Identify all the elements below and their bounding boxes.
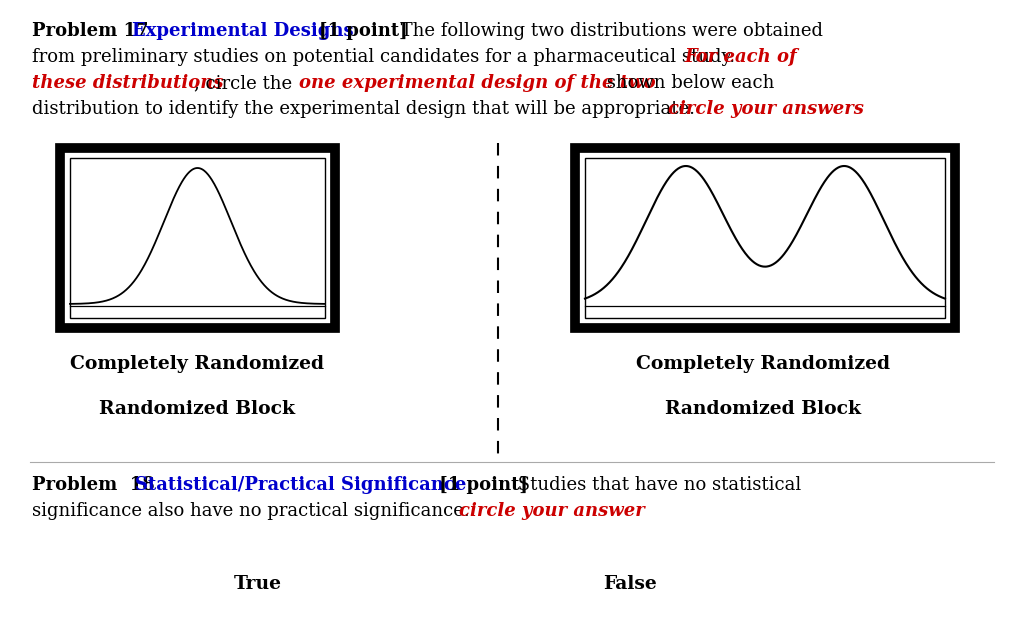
Text: Problem 17: Problem 17 [32,22,155,40]
Text: , circle the: , circle the [194,74,298,92]
Text: circle your answers: circle your answers [668,100,864,118]
Text: [1 point]: [1 point] [433,476,528,494]
Text: shown below each: shown below each [601,74,774,92]
Text: Randomized Block: Randomized Block [665,400,861,418]
Text: Studies that have no statistical: Studies that have no statistical [512,476,801,494]
Text: significance also have no practical significance.: significance also have no practical sign… [32,502,475,520]
Text: these distributions: these distributions [32,74,223,92]
Bar [70,158,325,318]
Text: circle your answer: circle your answer [459,502,645,520]
Text: False: False [603,575,656,593]
Bar [60,148,335,328]
Text: one experimental design of the two: one experimental design of the two [299,74,655,92]
Text: Randomized Block: Randomized Block [99,400,295,418]
Text: True: True [234,575,282,593]
Text: Statistical/Practical Significance: Statistical/Practical Significance [135,476,466,494]
Bar [585,158,945,318]
Text: Completely Randomized: Completely Randomized [70,355,324,373]
Text: distribution to identify the experimental design that will be appropriate.: distribution to identify the experimenta… [32,100,700,118]
Bar [575,148,955,328]
Text: Completely Randomized: Completely Randomized [636,355,890,373]
Text: For each of: For each of [684,48,797,66]
Text: Problem  18: Problem 18 [32,476,161,494]
Text: from preliminary studies on potential candidates for a pharmaceutical study.: from preliminary studies on potential ca… [32,48,741,66]
Text: [1 point]: [1 point] [319,22,408,40]
Text: Experimental Designs: Experimental Designs [132,22,359,40]
Text: The following two distributions were obtained: The following two distributions were obt… [395,22,823,40]
